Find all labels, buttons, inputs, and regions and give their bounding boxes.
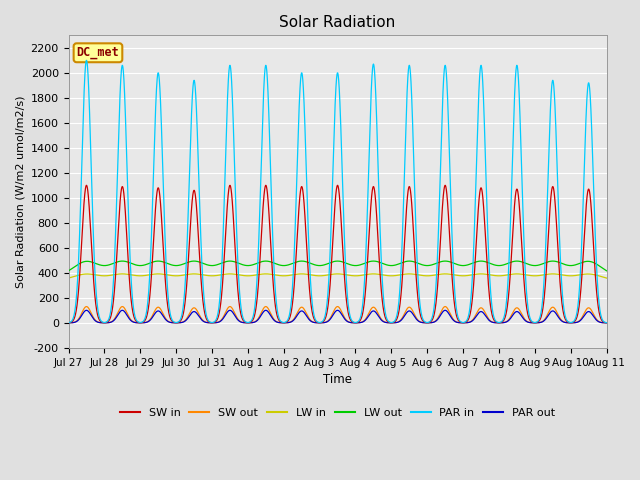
Title: Solar Radiation: Solar Radiation bbox=[280, 15, 396, 30]
Y-axis label: Solar Radiation (W/m2 umol/m2/s): Solar Radiation (W/m2 umol/m2/s) bbox=[15, 96, 25, 288]
Text: DC_met: DC_met bbox=[77, 46, 119, 59]
X-axis label: Time: Time bbox=[323, 373, 352, 386]
Legend: SW in, SW out, LW in, LW out, PAR in, PAR out: SW in, SW out, LW in, LW out, PAR in, PA… bbox=[115, 403, 560, 422]
